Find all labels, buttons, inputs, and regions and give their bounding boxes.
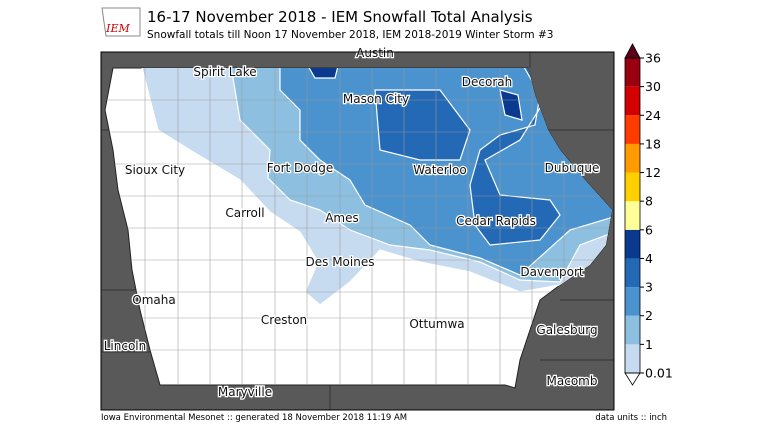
footer-left: Iowa Environmental Mesonet :: generated … bbox=[101, 413, 407, 423]
city-label: Lincoln bbox=[104, 339, 147, 353]
snowfall-contours bbox=[105, 68, 612, 388]
colorbar-over bbox=[624, 43, 641, 59]
colorbar-label: 24 bbox=[645, 108, 661, 123]
city-label: Decorah bbox=[462, 75, 512, 89]
city-label: Austin bbox=[356, 46, 394, 60]
colorbar-frame bbox=[624, 57, 641, 374]
colorbar-label: 18 bbox=[645, 136, 661, 151]
city-label: Spirit Lake bbox=[193, 65, 256, 79]
colorbar-segment bbox=[625, 115, 640, 144]
city-labels: Austin Spirit Lake Mason City Decorah Si… bbox=[102, 45, 600, 401]
colorbar-label: 4 bbox=[645, 251, 653, 266]
city-label: Macomb bbox=[547, 374, 598, 388]
title: 16-17 November 2018 - IEM Snowfall Total… bbox=[147, 8, 533, 26]
colorbar-label: 3 bbox=[645, 280, 653, 295]
colorbar-segment bbox=[625, 287, 640, 316]
city-label: Waterloo bbox=[413, 163, 467, 177]
city-label: Maryville bbox=[218, 385, 272, 399]
city-label: Fort Dodge bbox=[267, 161, 333, 175]
city-label: Carroll bbox=[225, 206, 264, 220]
city-label: Galesburg bbox=[536, 323, 597, 337]
map-frame bbox=[100, 51, 615, 411]
colorbar-label: 0.01 bbox=[645, 366, 673, 381]
colorbar-segment bbox=[625, 229, 640, 259]
city-label: Cedar Rapids bbox=[456, 214, 536, 228]
city-label: Mason City bbox=[343, 92, 409, 106]
city-label: Omaha bbox=[132, 293, 175, 307]
logo-shape bbox=[101, 7, 141, 37]
colorbar-segment bbox=[625, 344, 640, 373]
colorbar-segment bbox=[625, 258, 640, 288]
colorbar-label: 2 bbox=[645, 308, 653, 323]
city-label: Dubuque bbox=[545, 161, 600, 175]
city-label: Des Moines bbox=[306, 255, 375, 269]
city-label: Ames bbox=[325, 211, 359, 225]
footer-right: data units :: inch bbox=[595, 413, 667, 423]
subtitle: Snowfall totals till Noon 17 November 20… bbox=[147, 29, 553, 41]
logo-text: IEM bbox=[105, 22, 130, 35]
colorbar-label: 30 bbox=[645, 79, 661, 94]
colorbar-segment bbox=[625, 58, 640, 87]
logo: IEM bbox=[101, 7, 141, 37]
city-label: Creston bbox=[261, 313, 307, 327]
colorbar-segment bbox=[625, 143, 640, 173]
colorbar-label: 36 bbox=[645, 51, 661, 66]
colorbar-segment bbox=[625, 86, 640, 116]
colorbar-segment bbox=[625, 201, 640, 230]
colorbar-under bbox=[624, 372, 641, 386]
colorbar-label: 8 bbox=[645, 194, 653, 209]
colorbar-label: 6 bbox=[645, 222, 653, 237]
colorbar-segment bbox=[625, 172, 640, 202]
city-label: Ottumwa bbox=[409, 317, 464, 331]
colorbar-segment bbox=[625, 315, 640, 345]
colorbar-label: 12 bbox=[645, 165, 661, 180]
colorbar-label: 1 bbox=[645, 337, 653, 352]
city-label: Sioux City bbox=[125, 163, 185, 177]
city-label: Davenport bbox=[520, 265, 584, 279]
